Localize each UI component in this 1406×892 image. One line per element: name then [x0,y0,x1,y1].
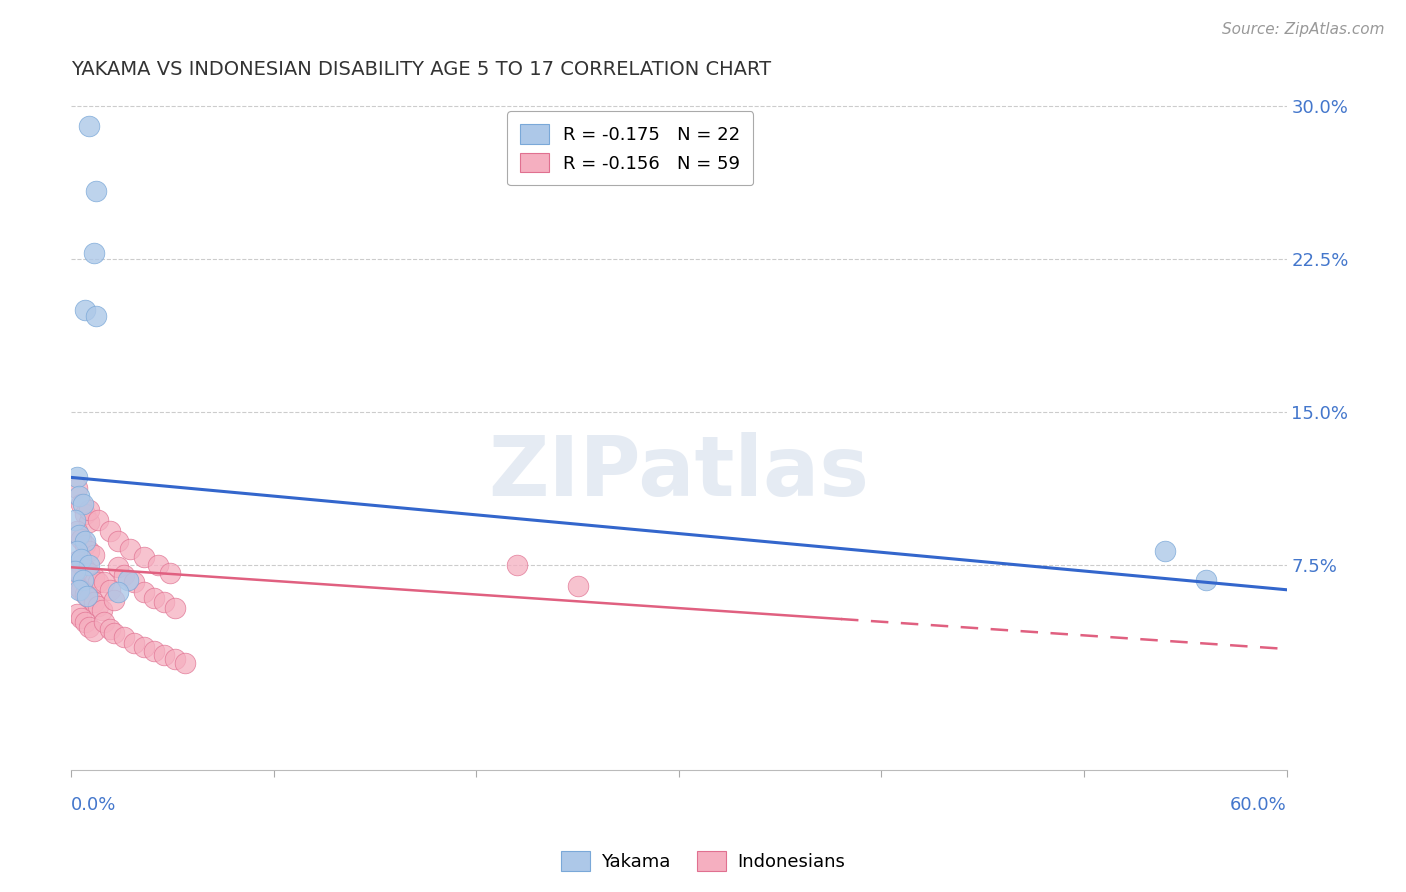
Point [75,615,97,630]
Point [67,489,90,503]
Point [93,574,115,589]
Point [107,560,129,574]
Point [67,582,90,597]
Point [79,558,101,573]
Point [66,579,89,593]
Point [112,630,135,644]
Point [79,591,101,605]
Point [70,497,93,511]
Point [65,565,87,579]
Point [70,558,93,573]
Text: Source: ZipAtlas.com: Source: ZipAtlas.com [1222,22,1385,37]
Point [72,573,94,587]
Point [98,622,121,636]
Point [66,524,89,538]
Point [83,245,105,260]
Point [66,607,89,622]
Point [148,558,170,573]
Point [118,541,141,556]
Legend: Yakama, Indonesians: Yakama, Indonesians [554,844,852,879]
Point [84,309,107,323]
Text: 0.0%: 0.0% [72,796,117,814]
Point [159,566,181,581]
Point [107,533,129,548]
Legend: R = -0.175   N = 22, R = -0.156   N = 59: R = -0.175 N = 22, R = -0.156 N = 59 [508,112,754,186]
Point [1194,573,1216,587]
Point [83,548,105,562]
Point [72,497,94,511]
Point [93,615,115,630]
Point [86,574,108,589]
Point [79,119,101,133]
Point [153,595,176,609]
Point [79,619,101,633]
Point [75,302,97,317]
Point [143,644,166,658]
Point [70,611,93,625]
Point [117,573,139,587]
Point [134,584,156,599]
Point [65,513,87,527]
Point [75,538,97,552]
Point [84,185,107,199]
Point [134,640,156,654]
Text: 60.0%: 60.0% [1230,796,1286,814]
Point [173,657,195,671]
Point [66,554,89,568]
Point [163,652,186,666]
Point [163,601,186,615]
Point [67,527,90,541]
Point [86,513,108,527]
Point [66,481,89,495]
Point [1154,544,1177,558]
Point [76,589,98,603]
Point [83,570,105,584]
Point [122,636,145,650]
Point [79,566,101,581]
Point [75,562,97,576]
Point [70,552,93,566]
Point [86,599,108,613]
Point [103,625,125,640]
Point [75,533,97,548]
Point [75,587,97,601]
Point [79,516,101,530]
Point [83,595,105,609]
Point [143,591,166,605]
Point [567,579,589,593]
Point [79,503,101,517]
Point [506,558,529,573]
Point [98,582,121,597]
Point [70,582,93,597]
Point [79,544,101,558]
Point [83,624,105,638]
Point [107,584,129,599]
Point [134,550,156,565]
Point [66,565,89,579]
Point [112,568,135,582]
Point [98,524,121,538]
Point [66,470,89,484]
Text: ZIPatlas: ZIPatlas [488,433,869,514]
Point [103,593,125,607]
Point [70,532,93,546]
Point [122,574,145,589]
Point [66,544,89,558]
Point [153,648,176,662]
Text: YAKAMA VS INDONESIAN DISABILITY AGE 5 TO 17 CORRELATION CHART: YAKAMA VS INDONESIAN DISABILITY AGE 5 TO… [72,60,772,78]
Point [90,603,112,617]
Point [75,507,97,521]
